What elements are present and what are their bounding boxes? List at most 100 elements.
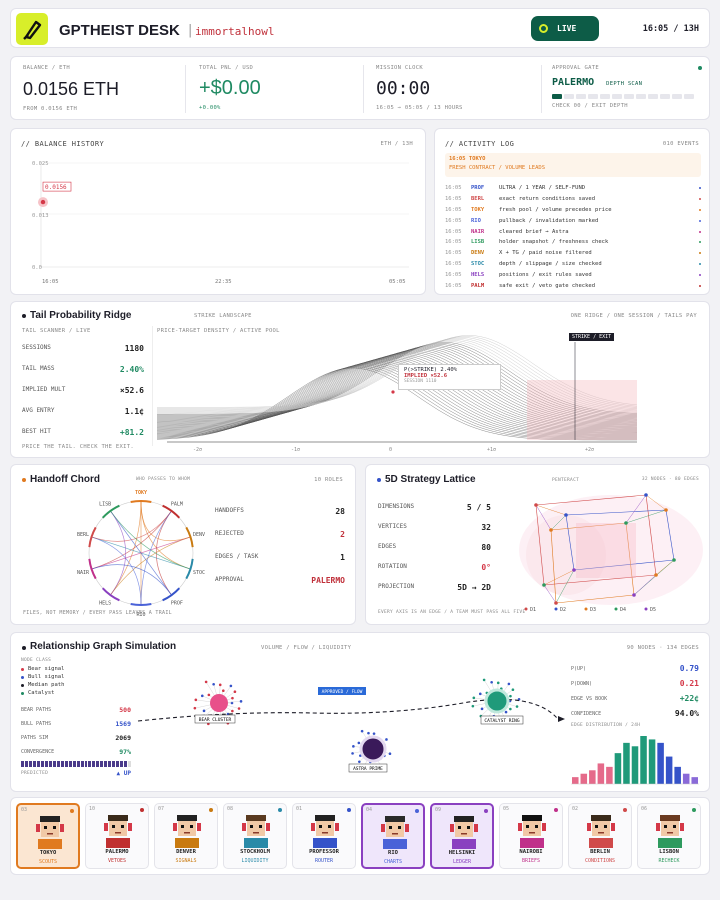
- dist-bar[interactable]: [572, 777, 579, 784]
- agent-card[interactable]: 09 HELSINKI LEDGER: [430, 803, 494, 869]
- astra-prime-hub[interactable]: [359, 735, 387, 763]
- dist-bar[interactable]: [597, 763, 605, 784]
- dist-bar[interactable]: [623, 742, 630, 784]
- log-row[interactable]: 16:05 BERL exact return conditions saved: [445, 194, 701, 205]
- graph-node[interactable]: [204, 680, 208, 684]
- graph-node[interactable]: [193, 706, 197, 710]
- dist-bar[interactable]: [648, 739, 656, 784]
- graph-node[interactable]: [507, 682, 511, 686]
- balance-point[interactable]: [40, 199, 46, 205]
- dist-bar[interactable]: [631, 746, 639, 784]
- agent-card[interactable]: 02 BERLIN CONDITIONS: [568, 803, 632, 869]
- graph-node[interactable]: [231, 709, 234, 713]
- graph-node[interactable]: [358, 760, 361, 764]
- graph-node[interactable]: [385, 738, 388, 741]
- graph-node[interactable]: [237, 707, 241, 710]
- chord-arc[interactable]: [162, 504, 181, 519]
- graph-node[interactable]: [509, 694, 512, 698]
- dist-bar[interactable]: [657, 742, 664, 784]
- username[interactable]: immortalhowl: [195, 25, 275, 38]
- graph-node[interactable]: [372, 732, 376, 735]
- graph-node[interactable]: [478, 692, 482, 696]
- log-row[interactable]: 16:05 HELS positions / exit rules saved: [445, 269, 701, 280]
- graph-node[interactable]: [351, 752, 354, 755]
- log-row[interactable]: 16:05 TOKY fresh pool / volume precedes pr…: [445, 205, 701, 216]
- graph-node[interactable]: [480, 707, 484, 711]
- chord-arc[interactable]: [185, 526, 194, 548]
- lattice-vertex[interactable]: [542, 583, 546, 587]
- chord-arc[interactable]: [130, 500, 152, 504]
- graph-node[interactable]: [511, 688, 515, 692]
- agent-card[interactable]: 08 STOCKHOLM LIQUIDITY: [223, 803, 287, 869]
- graph-node[interactable]: [360, 729, 364, 733]
- graph-node[interactable]: [230, 701, 234, 705]
- flow-badge[interactable]: [318, 687, 366, 695]
- lattice-vertex[interactable]: [624, 521, 628, 525]
- lattice-vertex[interactable]: [564, 513, 568, 517]
- dist-bar[interactable]: [691, 777, 698, 784]
- dist-bar[interactable]: [674, 766, 681, 784]
- live-button[interactable]: LIVE: [531, 16, 599, 41]
- graph-node[interactable]: [202, 709, 206, 713]
- graph-node[interactable]: [482, 678, 486, 682]
- log-row[interactable]: 16:05 PROF ULTRA / 1 YEAR / SELF-FUND: [445, 183, 701, 194]
- graph-node[interactable]: [352, 745, 355, 748]
- graph-node[interactable]: [367, 731, 370, 735]
- graph-node[interactable]: [226, 712, 230, 716]
- lattice-vertex[interactable]: [644, 493, 648, 497]
- graph-node[interactable]: [471, 704, 475, 708]
- agent-card[interactable]: 10 PALERMO VETOES: [85, 803, 149, 869]
- graph-node[interactable]: [218, 683, 222, 687]
- lattice-vertex[interactable]: [572, 568, 576, 572]
- dist-bar[interactable]: [665, 756, 673, 784]
- graph-node[interactable]: [515, 705, 519, 708]
- dist-bar[interactable]: [580, 773, 588, 784]
- chord-arc[interactable]: [101, 587, 120, 602]
- chord-arc[interactable]: [88, 558, 97, 580]
- graph-node[interactable]: [212, 682, 215, 686]
- log-row[interactable]: 16:05 PALM safe exit / veto gate checked: [445, 280, 701, 291]
- dist-bar[interactable]: [589, 770, 596, 784]
- graph-node[interactable]: [509, 707, 512, 711]
- log-row[interactable]: 16:05 RIO pullback / invalidation marked: [445, 215, 701, 226]
- catalyst-ring-hub[interactable]: [484, 688, 510, 714]
- lattice-vertex[interactable]: [549, 528, 553, 532]
- chord-arc[interactable]: [88, 526, 97, 548]
- graph-node[interactable]: [229, 684, 233, 688]
- chord-arc[interactable]: [101, 504, 120, 519]
- lattice-vertex[interactable]: [672, 558, 676, 562]
- graph-node[interactable]: [207, 693, 211, 697]
- agent-card[interactable]: 04 RIO CHARTS: [361, 803, 425, 869]
- lattice-vertex[interactable]: [632, 593, 636, 597]
- agent-card[interactable]: 05 NAIROBI BRIEFS: [499, 803, 563, 869]
- graph-node[interactable]: [194, 698, 198, 702]
- graph-node[interactable]: [231, 696, 234, 700]
- agent-card[interactable]: 06 LISBON RECHECK: [637, 803, 701, 869]
- graph-node[interactable]: [222, 689, 225, 693]
- graph-node[interactable]: [496, 681, 500, 685]
- dist-bar[interactable]: [640, 736, 647, 784]
- log-row[interactable]: 16:05 STOC depth / slippage / size checked: [445, 259, 701, 270]
- log-row[interactable]: 16:05 DENV X + TG / paid noise filtered: [445, 248, 701, 259]
- agent-card[interactable]: 03 TOKYO SCOUTS: [16, 803, 80, 869]
- agent-card[interactable]: 01 PROFESSOR ROUTER: [292, 803, 356, 869]
- log-row[interactable]: 16:05 NAIR cleared brief → Astra: [445, 226, 701, 237]
- chord-arc[interactable]: [130, 602, 152, 606]
- log-row[interactable]: 16:05 LISB holder snapshot / freshness che…: [445, 237, 701, 248]
- graph-node[interactable]: [233, 690, 237, 694]
- agent-card[interactable]: 07 DENVER SIGNALS: [154, 803, 218, 869]
- lattice-vertex[interactable]: [654, 573, 658, 577]
- graph-node[interactable]: [239, 700, 243, 703]
- lattice-vertex[interactable]: [534, 503, 538, 507]
- graph-node[interactable]: [472, 696, 476, 700]
- ridge-marker[interactable]: [391, 390, 395, 394]
- chord-arc[interactable]: [162, 587, 181, 602]
- dist-bar[interactable]: [682, 773, 690, 784]
- graph-node[interactable]: [200, 694, 204, 698]
- lattice-vertex[interactable]: [554, 601, 558, 605]
- graph-node[interactable]: [504, 710, 508, 714]
- dist-bar[interactable]: [606, 766, 613, 784]
- dist-bar[interactable]: [614, 753, 622, 784]
- chord-arc[interactable]: [185, 558, 194, 580]
- graph-node[interactable]: [490, 680, 493, 684]
